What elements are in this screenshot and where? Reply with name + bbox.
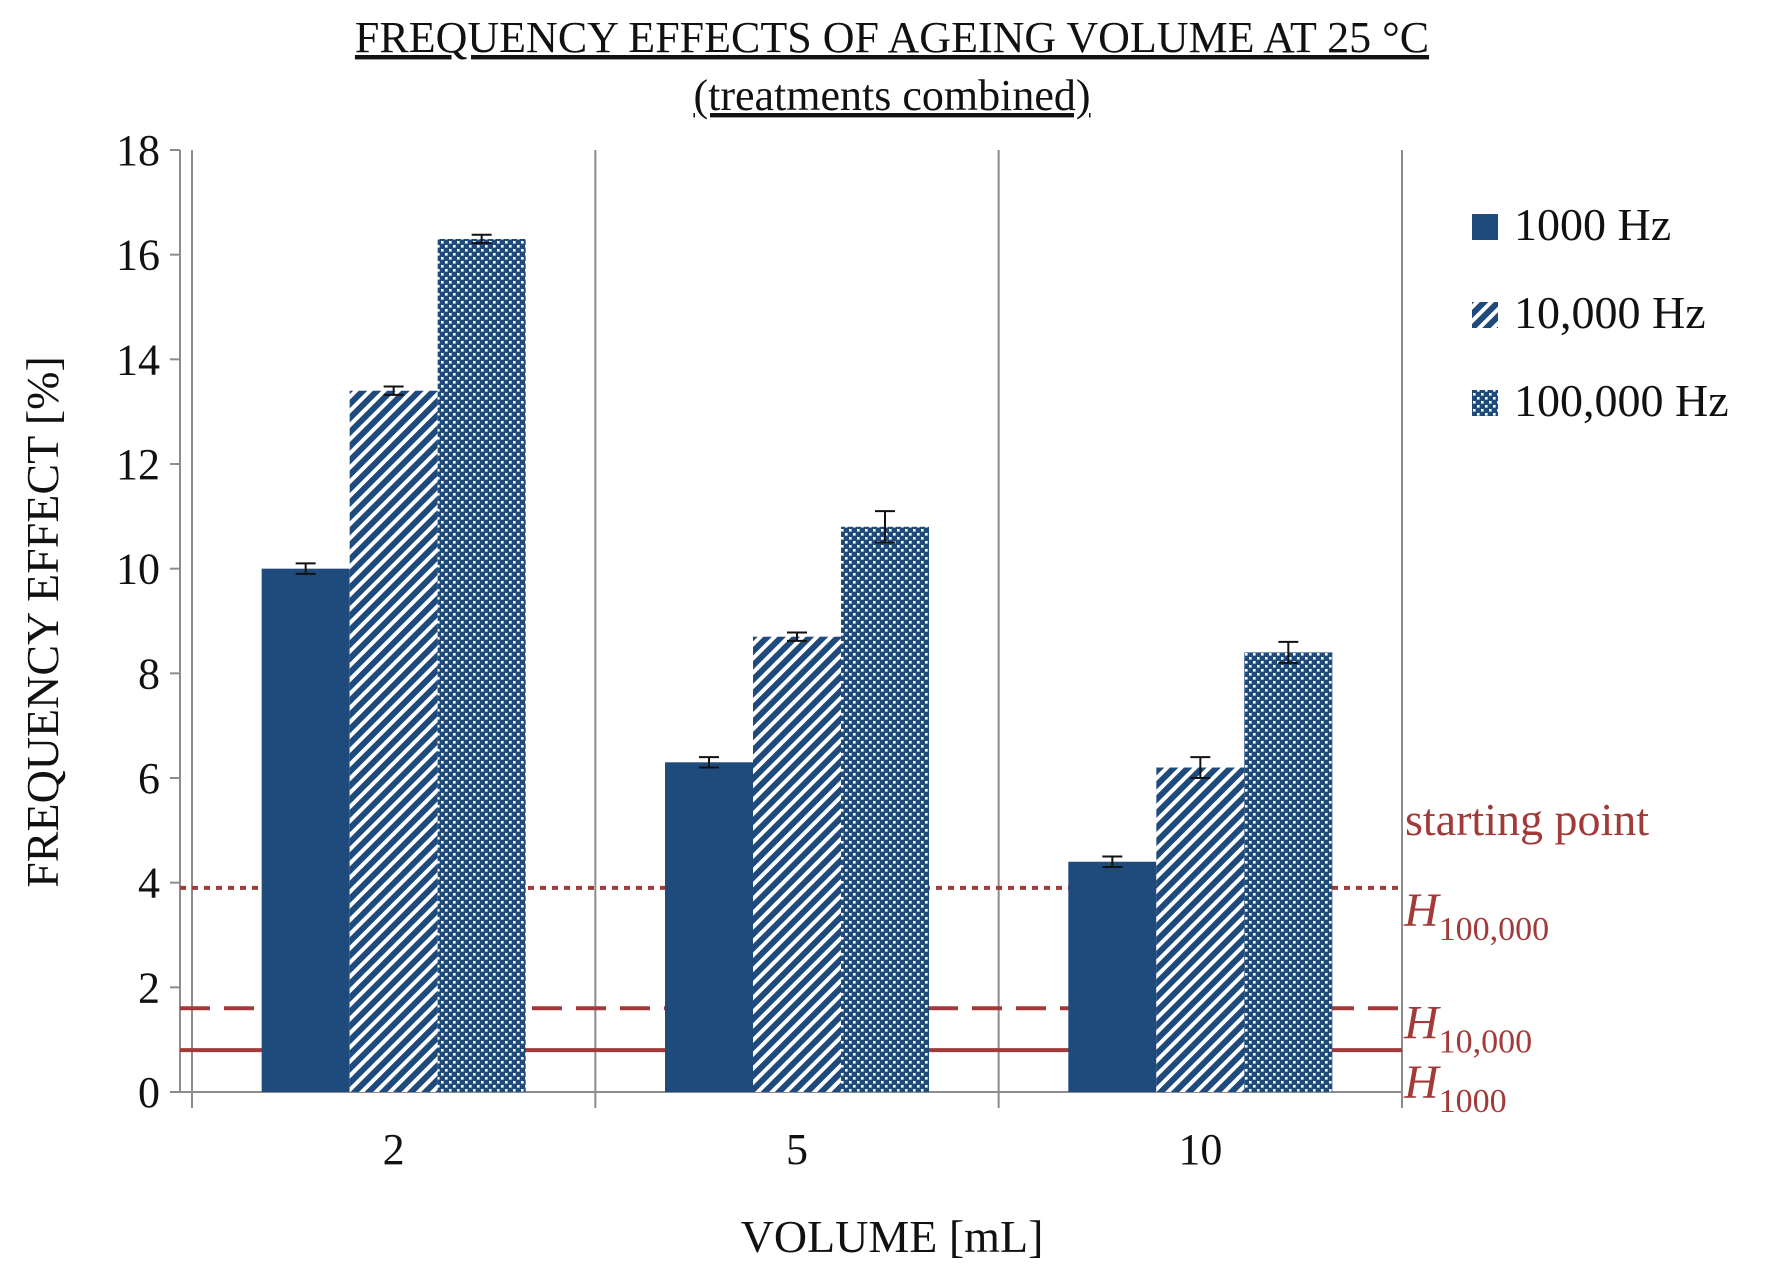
y-tick-label: 6 [138,754,160,803]
bars [261,238,1333,1092]
legend-label: 1000 Hz [1514,199,1671,250]
legend-swatch [1472,302,1498,328]
bar [841,526,929,1092]
y-tick-label: 10 [116,545,160,594]
legend-swatch [1472,214,1498,240]
bar [665,762,753,1092]
y-tick-label: 2 [138,963,160,1012]
y-tick-labels: 0 2 4 6 8 10 12 14 16 18 [116,126,160,1117]
y-tick-label: 8 [138,649,160,698]
reference-label: H10,000 [1403,996,1532,1060]
x-tick-label: 10 [1178,1125,1222,1174]
legend: 1000 Hz 10,000 Hz 100,000 Hz [1472,199,1729,426]
legend-swatch [1472,390,1498,416]
y-axis-title: FREQUENCY EFFECT [%] [17,356,68,888]
bar [1068,861,1157,1092]
bar [261,568,350,1092]
x-tick-label: 5 [786,1125,808,1174]
bar [753,636,841,1092]
chart-title: FREQUENCY EFFECTS OF AGEING VOLUME AT 25… [355,13,1429,62]
bar [1156,767,1245,1092]
grid-layer [191,150,1403,1108]
x-tick-label: 2 [383,1125,405,1174]
bar [349,390,438,1092]
starting-point-annotation: starting point [1405,794,1649,845]
chart-subtitle: (treatments combined) [693,71,1090,120]
error-bars [295,233,1299,868]
reference-label: H1000 [1403,1056,1507,1120]
y-tick-label: 16 [116,231,160,280]
bar [1244,652,1333,1092]
bar [437,238,526,1092]
y-tick-label: 0 [138,1068,160,1117]
y-tick-label: 12 [116,440,160,489]
x-axis-title: VOLUME [mL] [741,1211,1044,1262]
y-tick-label: 4 [138,859,160,908]
reference-label: H100,000 [1403,884,1549,948]
legend-label: 100,000 Hz [1514,375,1729,426]
y-tick-label: 14 [116,335,160,384]
legend-label: 10,000 Hz [1514,287,1706,338]
y-tick-label: 18 [116,126,160,175]
x-tick-labels: 2 5 10 [383,1125,1223,1174]
